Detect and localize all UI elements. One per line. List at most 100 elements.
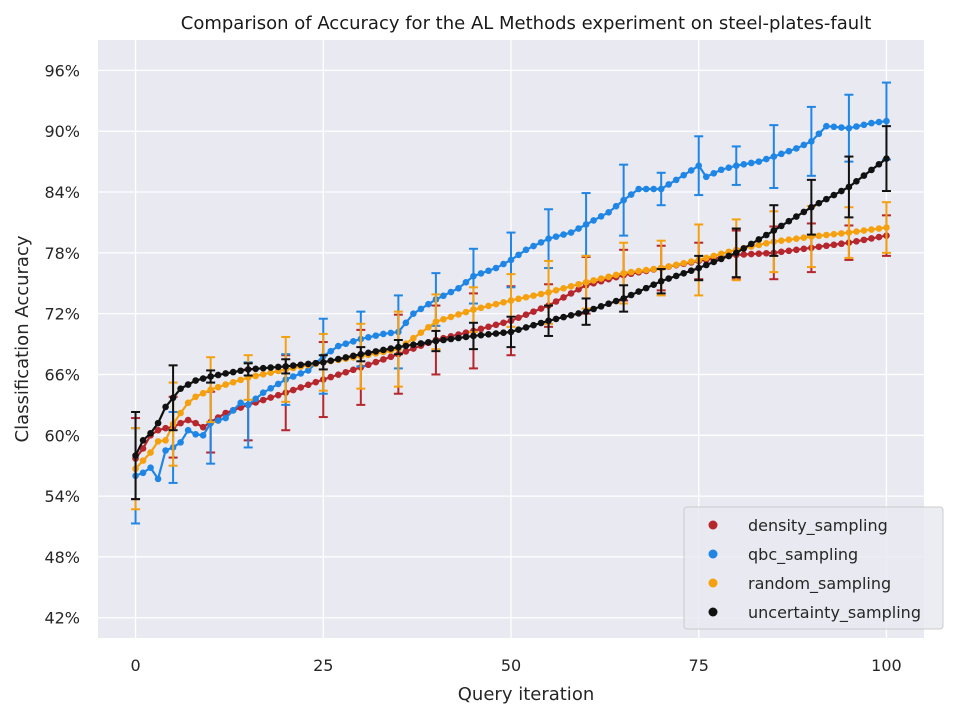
data-point [710,258,718,266]
data-point [252,395,259,403]
legend-frame [683,506,944,630]
data-point [883,155,890,162]
data-point [575,310,582,317]
data-point [552,287,560,294]
data-point [590,305,597,313]
data-point [627,291,635,299]
data-point [755,250,763,257]
data-point [477,325,485,333]
data-point [154,438,162,445]
data-point [184,416,192,424]
data-point [868,119,875,127]
data-point [860,172,868,179]
data-point [778,248,785,256]
data-point [845,229,853,236]
data-point [237,399,244,407]
data-point [169,394,177,402]
data-point [229,368,237,376]
data-point [282,363,290,370]
data-point [612,202,620,210]
data-point [785,217,793,225]
data-point [184,381,192,388]
data-point [372,332,380,339]
data-point [139,445,147,452]
data-point [380,330,387,338]
data-point [522,324,530,331]
data-point [815,199,823,207]
data-point [417,329,425,337]
data-point [259,396,267,404]
data-point [778,237,785,244]
data-point [184,426,192,434]
data-point [853,237,860,245]
data-point [875,225,883,232]
data-point [665,275,672,282]
data-point [665,181,672,188]
data-point [815,243,823,251]
y-tick-label: 42% [44,609,80,628]
x-tick-label: 50 [501,656,521,675]
data-point [763,240,770,247]
data-point [214,417,222,424]
data-point [560,294,567,301]
data-point [402,319,410,327]
data-point [627,268,635,276]
data-point [853,123,860,130]
data-point [582,278,590,286]
y-axis-title: Classification Accuracy [12,235,33,442]
data-point [575,280,582,288]
data-point [462,308,470,316]
legend-label: random_sampling [748,574,891,594]
data-point [702,261,710,269]
data-point [425,323,432,331]
data-point [875,233,883,241]
data-point [725,252,733,260]
y-tick-label: 78% [44,244,80,263]
data-point [883,224,890,231]
data-point [417,305,425,313]
data-point [725,164,733,172]
data-point [875,118,883,126]
data-point [470,306,477,313]
data-point [440,292,447,300]
x-axis-title: Query iteration [458,684,594,705]
data-point [793,246,800,254]
data-point [432,337,440,345]
x-tick-labels: 0 25 50 75 100 [130,656,901,675]
data-point [485,323,492,331]
data-point [823,231,830,239]
data-point [327,347,335,355]
data-point [747,240,755,248]
data-point [147,464,154,472]
data-point [417,340,425,347]
data-point [590,217,597,224]
data-point [680,171,688,179]
data-point [552,298,560,305]
data-point [597,275,605,282]
data-point [755,236,763,243]
data-point [567,229,575,236]
y-tick-label: 72% [44,305,80,324]
data-point [177,439,184,446]
data-point [350,352,357,360]
legend-marker [708,578,718,588]
data-point [274,380,282,388]
data-point [492,300,500,308]
data-point [763,155,770,163]
data-point [522,246,530,254]
data-point [590,277,597,284]
data-point [860,121,868,129]
data-point [672,261,680,269]
data-point [815,130,823,138]
data-point [793,145,800,152]
data-point [229,378,237,386]
data-point [838,230,845,237]
data-point [567,282,575,290]
data-point [410,341,417,348]
data-point [830,241,838,249]
data-point [342,354,350,361]
data-point [808,203,815,211]
data-point [545,317,552,325]
data-point [319,359,327,366]
y-tick-label: 90% [44,122,80,141]
